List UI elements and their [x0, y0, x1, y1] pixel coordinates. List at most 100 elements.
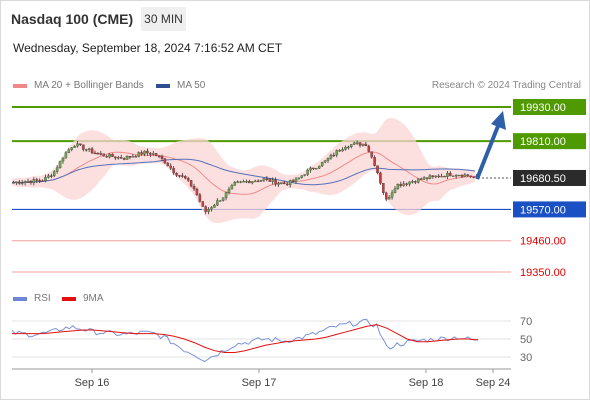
- candle-body: [431, 175, 435, 177]
- candle-body: [20, 182, 24, 184]
- candle-body: [347, 146, 350, 149]
- candle-body: [90, 148, 94, 154]
- candle-body: [370, 151, 373, 158]
- candle-body: [294, 178, 298, 182]
- candle-body: [268, 178, 272, 182]
- candle-body: [399, 184, 403, 186]
- candle-body: [300, 175, 304, 178]
- candle-body: [32, 179, 36, 183]
- instrument-title: Nasdaq 100 (CME): [11, 11, 134, 27]
- candle-body: [131, 156, 135, 158]
- candle-body: [160, 156, 164, 159]
- candle-body: [285, 183, 289, 186]
- ma20-line: [11, 151, 476, 195]
- level-label: 19570.00: [520, 204, 566, 216]
- legend-ma20-label: MA 20 + Bollinger Bands: [34, 80, 144, 91]
- interval-button[interactable]: 30 MIN: [141, 7, 186, 31]
- candle-body: [111, 154, 114, 157]
- legend-ma20: MA 20 + Bollinger Bands: [13, 80, 144, 91]
- x-tick-label: Sep 24: [476, 377, 511, 389]
- candle-body: [405, 183, 408, 185]
- candle-body: [408, 181, 411, 185]
- candle-body: [108, 154, 111, 158]
- candle-body: [309, 167, 312, 171]
- candle-body: [355, 142, 359, 144]
- forecast-arrow-line: [475, 120, 502, 180]
- level-label: 19930.00: [520, 102, 566, 114]
- candle-body: [52, 171, 56, 177]
- candle-body: [26, 181, 30, 183]
- x-tick-label: Sep 17: [242, 377, 277, 389]
- legend-rsi-ma-label: 9MA: [83, 293, 104, 304]
- candle-body: [466, 174, 470, 176]
- candle-body: [385, 192, 388, 200]
- candle-body: [96, 152, 100, 155]
- level-label: 19350.00: [520, 267, 566, 279]
- candle-body: [379, 172, 382, 184]
- candle-body: [157, 155, 161, 157]
- candle-body: [387, 197, 391, 200]
- candle-body: [82, 144, 85, 150]
- candle-body: [163, 158, 167, 164]
- candle-body: [218, 200, 222, 202]
- candle-body: [99, 153, 103, 155]
- candle-body: [417, 178, 420, 183]
- level-badge-resistance: [513, 133, 586, 150]
- candle-body: [315, 167, 318, 170]
- candle-body: [239, 181, 242, 183]
- candle-body: [274, 179, 277, 185]
- candle-body: [114, 156, 117, 159]
- legend-rsi-ma: 9MA: [62, 293, 104, 304]
- candle-body: [122, 158, 126, 160]
- candle-body: [175, 172, 178, 176]
- candle-body: [358, 142, 362, 146]
- candle-body: [253, 180, 257, 183]
- candle-body: [428, 175, 432, 179]
- candle-body: [169, 165, 172, 169]
- candle-body: [140, 152, 143, 155]
- candle-body: [61, 157, 65, 162]
- candle-body: [152, 153, 155, 155]
- candle-body: [320, 161, 324, 167]
- legend-rsi: RSI: [13, 293, 51, 304]
- candle-body: [367, 145, 371, 152]
- candle-body: [137, 152, 140, 157]
- candle-body: [463, 174, 467, 177]
- x-tick-label: Sep 16: [75, 377, 110, 389]
- candle-body: [73, 145, 76, 148]
- level-label: 19810.00: [520, 136, 566, 148]
- candle-body: [318, 165, 321, 169]
- candle-body: [76, 143, 79, 147]
- candle-body: [166, 162, 170, 167]
- candle-body: [344, 147, 347, 150]
- candle-body: [172, 168, 175, 174]
- last-price-badge: [513, 169, 586, 186]
- chart-datetime: Wednesday, September 18, 2024 7:16:52 AM…: [13, 41, 283, 55]
- candle-body: [198, 194, 202, 202]
- candle-body: [125, 156, 129, 160]
- candle-body: [236, 181, 239, 183]
- candle-body: [207, 209, 210, 212]
- level-badge-pivot: [513, 201, 586, 218]
- candle-body: [186, 178, 190, 181]
- candle-body: [178, 175, 181, 177]
- candle-body: [117, 157, 120, 159]
- candle-body: [184, 175, 187, 179]
- rsi-line: [11, 318, 479, 363]
- candle-body: [472, 176, 475, 178]
- candle-body: [181, 175, 184, 177]
- candle-body: [376, 165, 379, 174]
- candle-body: [245, 181, 248, 183]
- legend-rsi-label: RSI: [34, 293, 51, 304]
- candle-body: [12, 182, 15, 184]
- candle-body: [233, 182, 237, 186]
- candle-body: [446, 172, 449, 177]
- candle-body: [454, 174, 458, 177]
- candle-body: [134, 156, 138, 158]
- ma50-swatch: [156, 83, 170, 88]
- candle-body: [195, 188, 199, 195]
- candle-body: [154, 153, 158, 156]
- candle-body: [382, 183, 385, 194]
- candle-body: [41, 180, 44, 182]
